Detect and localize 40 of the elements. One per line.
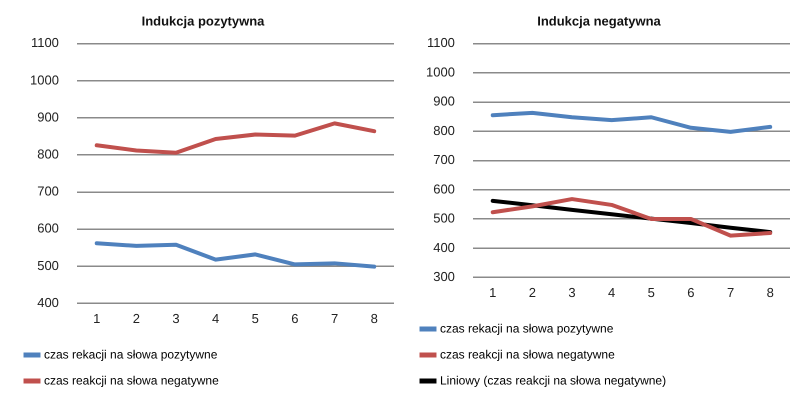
x-tick-label: 1 <box>93 310 100 326</box>
x-tick-label: 4 <box>212 310 220 326</box>
x-tick-label: 6 <box>291 310 299 326</box>
y-tick-label: 400 <box>433 240 455 255</box>
x-tick-label: 3 <box>172 310 180 326</box>
x-tick-label: 1 <box>489 284 496 300</box>
y-tick-label: 300 <box>433 268 455 284</box>
y-tick-label: 600 <box>37 220 59 236</box>
x-tick-label: 5 <box>648 284 655 300</box>
legend-label: czas reakcji na słowa negatywne <box>440 347 616 362</box>
y-tick-label: 800 <box>433 122 455 138</box>
x-tick-label: 2 <box>132 310 140 326</box>
x-tick-label: 7 <box>330 310 338 326</box>
x-tick-label: 7 <box>726 284 734 300</box>
x-tick-label: 3 <box>568 284 576 300</box>
x-tick-label: 8 <box>766 284 774 300</box>
legend-label: czas rekacji na słowa pozytywne <box>440 321 614 336</box>
chart-title: Indukcja negatywna <box>537 13 662 28</box>
y-tick-label: 700 <box>433 152 455 168</box>
x-tick-label: 6 <box>687 284 695 300</box>
y-tick-label: 500 <box>37 258 59 273</box>
y-tick-label: 1000 <box>426 64 455 80</box>
y-tick-label: 700 <box>37 184 59 199</box>
chart-title: Indukcja pozytywna <box>142 13 266 28</box>
legend-label: czas rekacji na słowa pozytywne <box>44 347 218 362</box>
y-tick-label: 1100 <box>426 35 455 50</box>
x-tick-label: 8 <box>370 310 378 326</box>
y-tick-label: 500 <box>433 210 455 226</box>
y-tick-label: 1000 <box>30 72 59 88</box>
y-tick-label: 400 <box>37 294 59 310</box>
x-tick-label: 2 <box>528 284 536 300</box>
y-tick-label: 900 <box>37 109 59 124</box>
legend-label: czas reakcji na słowa negatywne <box>44 373 220 388</box>
y-tick-label: 800 <box>37 146 59 162</box>
x-tick-label: 5 <box>252 310 259 326</box>
x-tick-label: 4 <box>608 284 616 300</box>
legend-label: Liniowy (czas reakcji na słowa negatywne) <box>440 373 666 388</box>
y-tick-label: 600 <box>433 181 455 196</box>
y-tick-label: 1100 <box>30 35 59 50</box>
y-tick-label: 900 <box>433 94 455 109</box>
